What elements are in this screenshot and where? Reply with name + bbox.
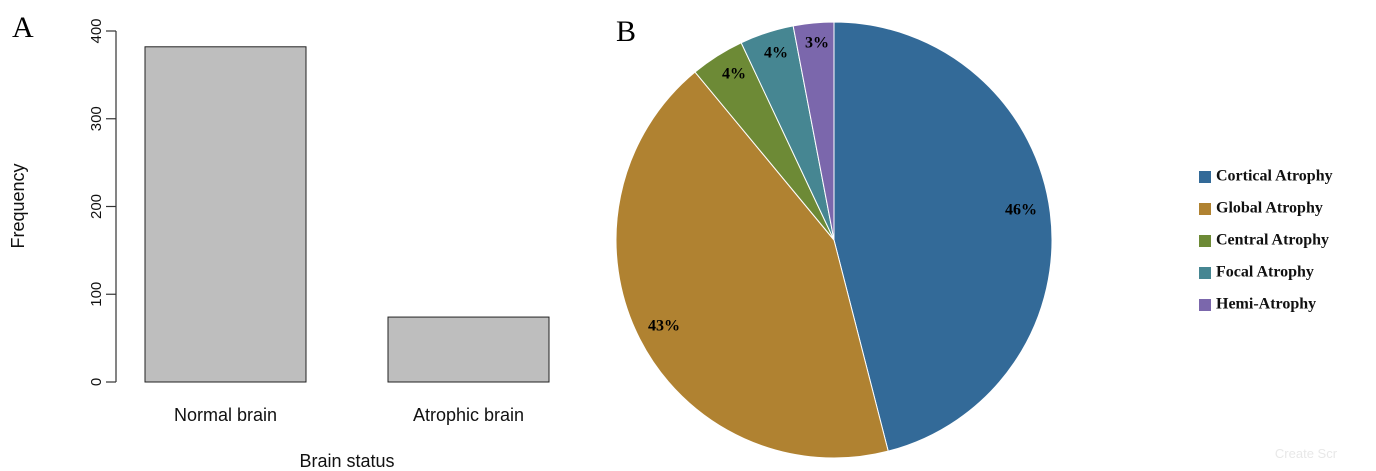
x-axis-title: Brain status: [299, 451, 394, 471]
pie-label: 43%: [648, 318, 680, 335]
pie-slice-global-atrophy: [615, 71, 889, 459]
pie-label: 4%: [764, 45, 788, 62]
pie-slice-hemi-atrophy: [792, 21, 835, 241]
legend-swatch: [1199, 203, 1211, 215]
legend-swatch: [1199, 235, 1211, 247]
y-tick-label: 200: [88, 194, 105, 219]
pie-slice-cortical-atrophy: [833, 21, 1053, 452]
legend-label: Hemi-Atrophy: [1216, 296, 1316, 313]
y-axis-title: Frequency: [8, 163, 28, 248]
legend-label: Focal Atrophy: [1216, 264, 1314, 281]
pie-label: 4%: [722, 66, 746, 83]
panel-letter-b: B: [616, 15, 636, 48]
legend-swatch: [1199, 299, 1211, 311]
legend-label: Global Atrophy: [1216, 200, 1323, 217]
category-label: Normal brain: [174, 405, 277, 425]
pie-chart-panel: B 46% 43% 4% 4% 3% Cortical Atrophy Global At…: [615, 15, 1333, 459]
y-tick-label: 300: [88, 106, 105, 131]
y-ticks: 0 100 200 300 400: [88, 18, 116, 386]
watermark: Create Scr: [1242, 439, 1370, 467]
pie-label: 3%: [805, 35, 829, 52]
bar-normal-brain: [144, 46, 307, 383]
legend-label: Cortical Atrophy: [1216, 168, 1333, 185]
legend-swatch: [1199, 171, 1211, 183]
pie-labels: 46% 43% 4% 4% 3%: [648, 35, 1037, 335]
pie: [615, 21, 1053, 459]
legend-swatch: [1199, 267, 1211, 279]
y-tick-label: 100: [88, 282, 105, 307]
y-tick-label: 0: [88, 378, 105, 386]
bar-atrophic-brain: [387, 316, 550, 383]
bars: [144, 46, 550, 383]
category-label: Atrophic brain: [413, 405, 524, 425]
legend-label: Central Atrophy: [1216, 232, 1329, 249]
pie-label: 46%: [1005, 202, 1037, 219]
legend: Cortical Atrophy Global Atrophy Central At…: [1199, 168, 1333, 313]
y-tick-label: 400: [88, 18, 105, 43]
category-labels: Normal brain Atrophic brain: [174, 405, 524, 425]
bar-chart-panel: A 0 100 200 300 400 Normal brain Atrophic bra…: [8, 11, 550, 471]
panel-letter-a: A: [12, 11, 34, 44]
